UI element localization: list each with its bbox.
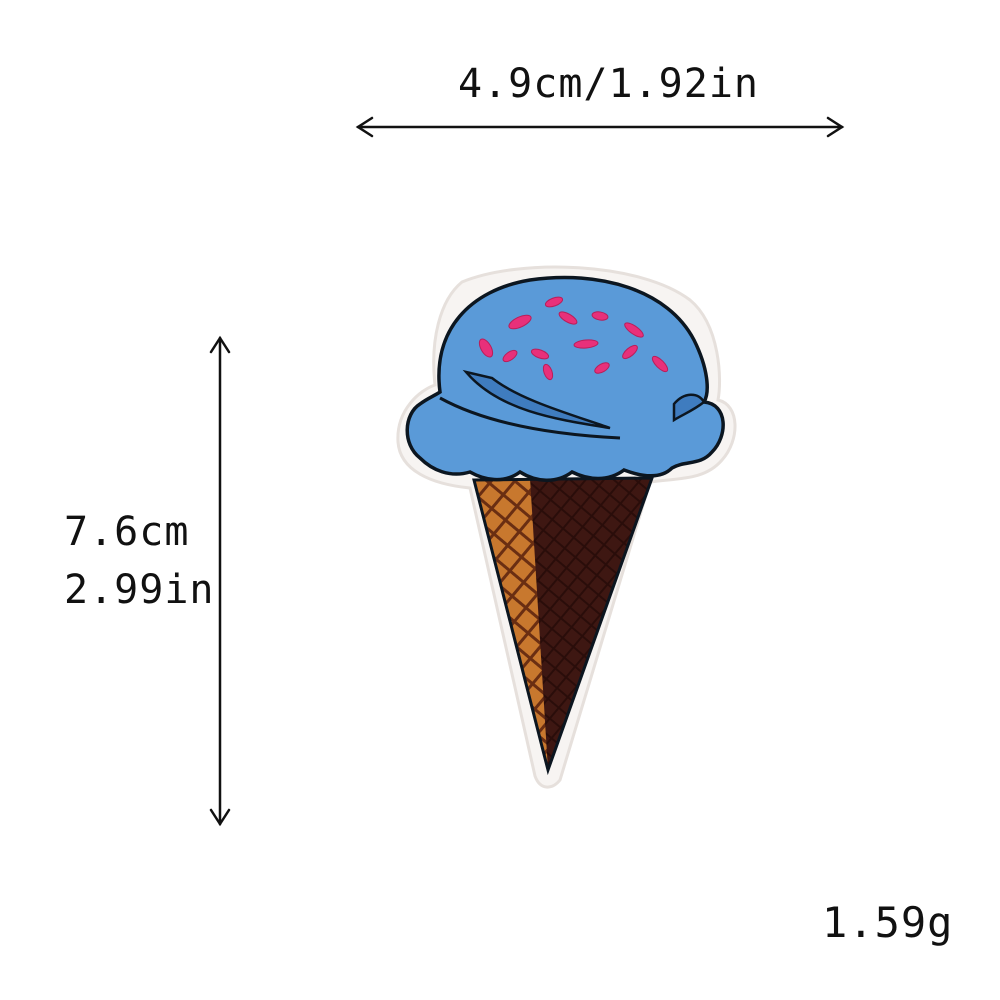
cone — [472, 476, 655, 776]
width-arrow — [355, 116, 845, 138]
height-cm-label: 7.6cm — [64, 509, 190, 555]
height-in-label: 2.99in — [64, 567, 215, 613]
weight-label: 1.59g — [822, 898, 954, 947]
scoop — [405, 275, 725, 482]
width-dimension-label: 4.9cm/1.92in — [458, 61, 759, 107]
sprinkles — [478, 296, 669, 381]
height-arrow — [209, 335, 231, 827]
